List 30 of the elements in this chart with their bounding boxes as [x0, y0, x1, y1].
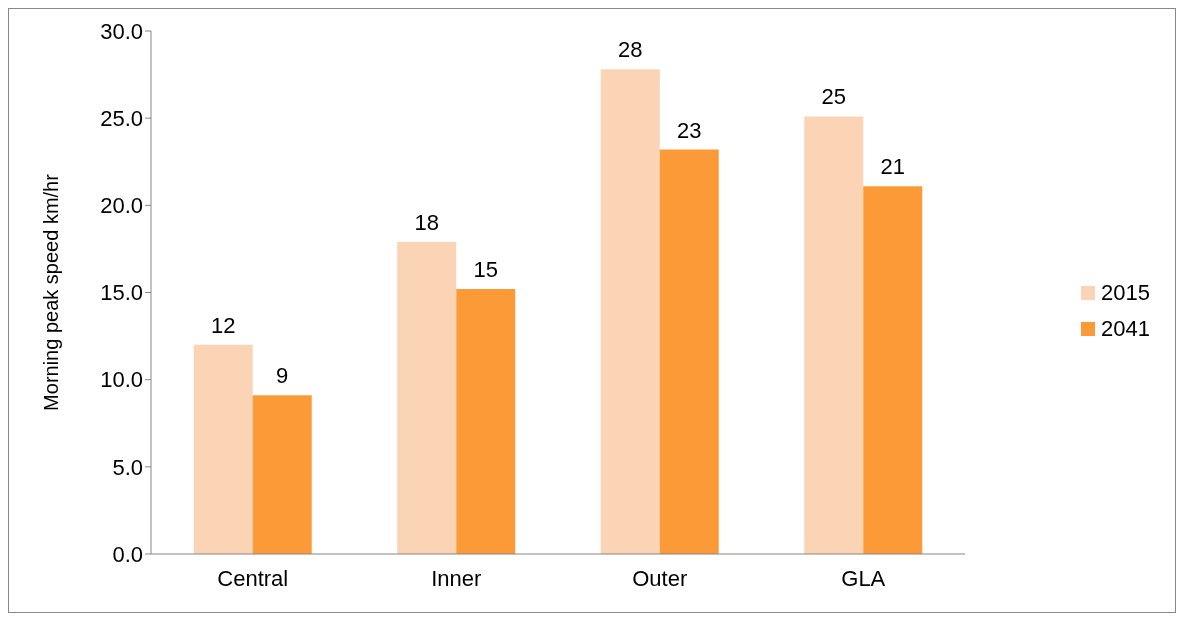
y-tick-label: 5.0: [112, 454, 143, 480]
bar: [863, 186, 923, 554]
legend-label: 2015: [1101, 279, 1150, 306]
y-axis-title: Morning peak speed km/hr: [40, 173, 63, 411]
bar: [456, 289, 516, 554]
y-tick-label: 0.0: [112, 541, 143, 567]
data-label: 12: [211, 312, 236, 338]
bar: [600, 69, 660, 554]
data-label: 9: [276, 363, 289, 389]
bar: [804, 116, 864, 554]
y-tick-label: 15.0: [100, 280, 143, 306]
bar: [252, 395, 312, 554]
y-tick-label: 25.0: [100, 105, 143, 131]
x-tick-label: GLA: [841, 565, 886, 591]
data-label: 18: [414, 209, 439, 235]
y-tick-label: 10.0: [100, 367, 143, 393]
legend-label: 2041: [1101, 315, 1150, 342]
x-tick-label: Inner: [431, 565, 482, 591]
data-label: 15: [473, 257, 498, 283]
data-label: 21: [880, 154, 906, 180]
data-label: 23: [677, 117, 702, 143]
bar: [193, 344, 253, 554]
data-label: 25: [821, 84, 847, 110]
bar: [659, 149, 719, 554]
x-tick-label: Central: [217, 565, 289, 591]
y-tick-label: 30.0: [100, 18, 143, 44]
data-label: 28: [618, 37, 643, 63]
x-tick-label: Outer: [632, 565, 688, 591]
bar: [397, 241, 457, 554]
y-tick-label: 20.0: [100, 193, 143, 219]
